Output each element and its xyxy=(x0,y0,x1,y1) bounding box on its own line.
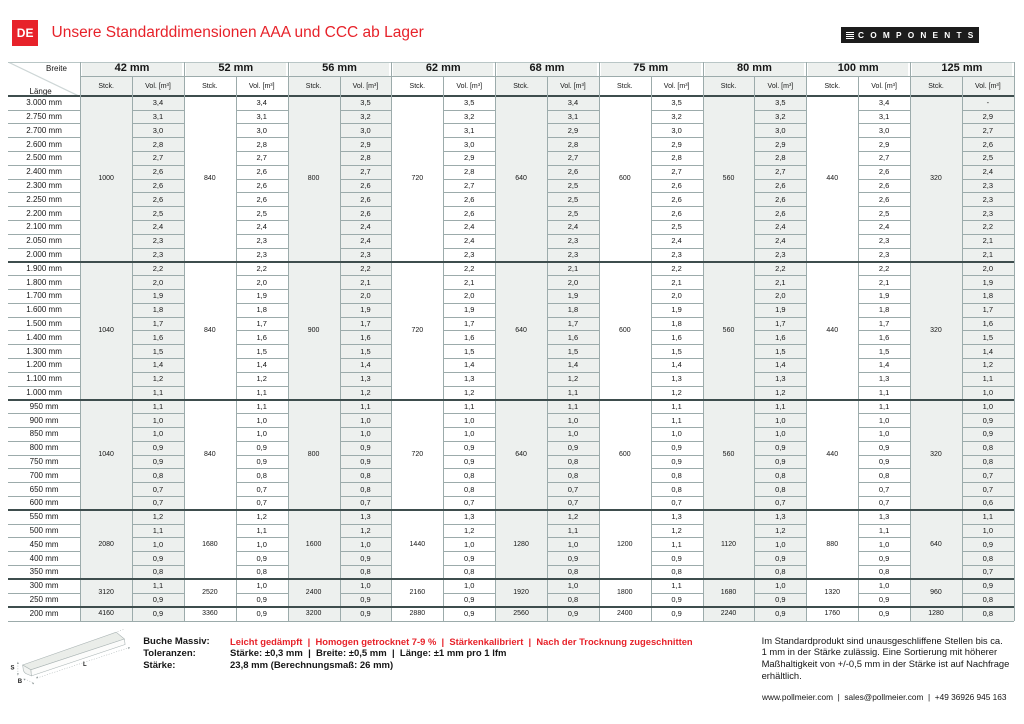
svg-text:B: B xyxy=(18,679,23,685)
svg-text:S: S xyxy=(11,666,15,672)
svg-text:L: L xyxy=(83,662,87,668)
